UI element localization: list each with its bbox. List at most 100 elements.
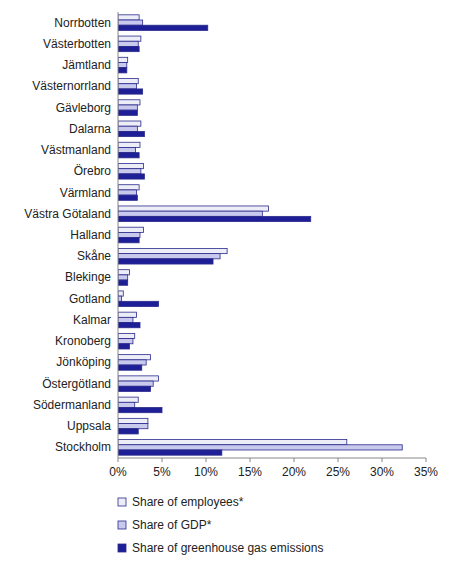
- bar: [118, 36, 141, 41]
- bar: [118, 79, 138, 84]
- bar: [118, 211, 262, 216]
- tick-label: 20%: [282, 465, 306, 479]
- bar: [118, 89, 143, 94]
- tick-label: 15%: [238, 465, 262, 479]
- bar: [118, 216, 311, 221]
- tick-label: 35%: [414, 465, 438, 479]
- tick-mark: [426, 458, 427, 462]
- bar: [118, 57, 128, 62]
- tick-mark: [118, 458, 119, 462]
- bar: [118, 429, 138, 434]
- bar: [118, 280, 128, 285]
- bar: [118, 195, 137, 200]
- category-label: Skåne: [77, 249, 111, 263]
- category-label: Uppsala: [67, 419, 111, 433]
- category-label: Gotland: [69, 292, 111, 306]
- bar: [118, 232, 140, 237]
- bar: [118, 381, 153, 386]
- bar: [118, 270, 129, 275]
- category-label: Värmland: [60, 186, 111, 200]
- bar: [118, 296, 122, 301]
- bar: [118, 275, 128, 280]
- category-label: Västmanland: [41, 143, 111, 157]
- bar: [118, 206, 268, 211]
- category-label: Stockholm: [55, 440, 111, 454]
- category-label: Blekinge: [65, 270, 111, 284]
- category-label: Örebro: [74, 164, 112, 178]
- category-label: Västerbotten: [43, 37, 111, 51]
- bar: [118, 408, 162, 413]
- bar: [118, 62, 127, 67]
- bar: [118, 254, 220, 259]
- bar: [118, 365, 142, 370]
- tick-mark: [382, 458, 383, 462]
- bar: [118, 238, 139, 243]
- category-label: Kalmar: [73, 313, 111, 327]
- bar: [118, 376, 158, 381]
- bar: [118, 440, 347, 445]
- bar: [118, 418, 148, 423]
- category-label: Östergötland: [42, 377, 111, 391]
- bar: [118, 25, 208, 30]
- bar: [118, 20, 143, 25]
- bar: [118, 174, 144, 179]
- bar: [118, 121, 141, 126]
- legend-label: Share of greenhouse gas emissions: [132, 541, 323, 555]
- bar: [118, 131, 144, 136]
- tick-mark: [250, 458, 251, 462]
- bar: [118, 153, 139, 158]
- bar: [118, 142, 140, 147]
- bar: [118, 15, 139, 20]
- category-label: Dalarna: [69, 122, 111, 136]
- bar: [118, 259, 213, 264]
- category-label: Jönköping: [56, 355, 111, 369]
- tick-mark: [294, 458, 295, 462]
- category-label: Gävleborg: [56, 101, 111, 115]
- legend-swatch: [118, 521, 126, 529]
- category-label: Västra Götaland: [24, 207, 111, 221]
- bars: [118, 15, 402, 455]
- bar: [118, 147, 136, 152]
- bar: [118, 41, 138, 46]
- chart: NorrbottenVästerbottenJämtlandVästernorr…: [0, 0, 453, 567]
- legend-swatch: [118, 544, 126, 552]
- tick-label: 30%: [370, 465, 394, 479]
- bar: [118, 190, 136, 195]
- y-axis-line: [118, 12, 119, 458]
- category-label: Södermanland: [33, 398, 111, 412]
- bar: [118, 445, 402, 450]
- bar: [118, 339, 133, 344]
- bar: [118, 355, 151, 360]
- bar: [118, 46, 139, 51]
- category-label: Halland: [70, 228, 111, 242]
- bar: [118, 344, 129, 349]
- legend-label: Share of employees*: [132, 495, 244, 509]
- bar: [118, 84, 136, 89]
- tick-label: 10%: [194, 465, 218, 479]
- tick-mark: [338, 458, 339, 462]
- bar: [118, 424, 148, 429]
- bar: [118, 227, 144, 232]
- bar: [118, 402, 135, 407]
- category-label: Kronoberg: [55, 334, 111, 348]
- bar: [118, 317, 133, 322]
- bar: [118, 301, 158, 306]
- tick-mark: [206, 458, 207, 462]
- bar: [118, 105, 137, 110]
- tick-mark: [162, 458, 163, 462]
- bar: [118, 248, 227, 253]
- bar: [118, 312, 136, 317]
- bar: [118, 291, 123, 296]
- bar: [118, 386, 151, 391]
- tick-label: 25%: [326, 465, 350, 479]
- bar: [118, 126, 137, 131]
- category-label: Västernorrland: [32, 79, 111, 93]
- bar: [118, 323, 140, 328]
- bar: [118, 100, 140, 105]
- tick-label: 5%: [153, 465, 171, 479]
- bar: [118, 110, 137, 115]
- category-label: Norrbotten: [54, 16, 111, 30]
- bar: [118, 68, 127, 73]
- bar: [118, 360, 146, 365]
- legend-swatch: [118, 498, 126, 506]
